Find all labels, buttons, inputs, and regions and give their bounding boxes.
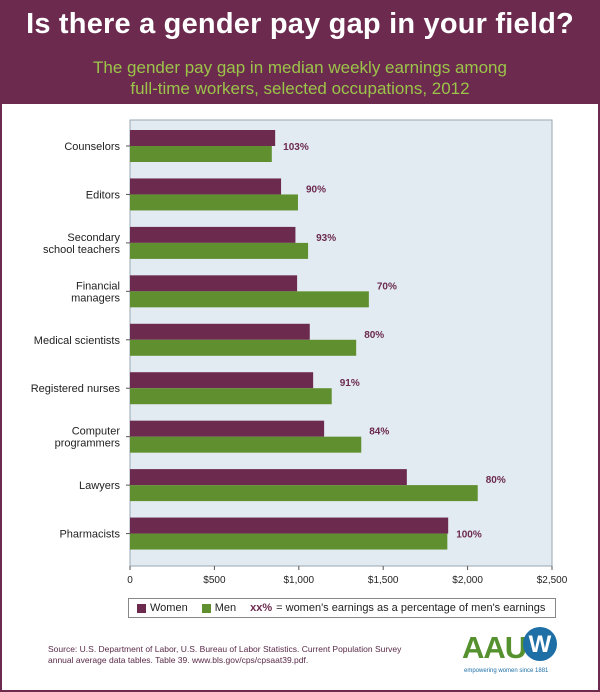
percent-label-1: 90% [306, 184, 326, 195]
category-label-0-0: Counselors [64, 141, 120, 153]
bar-women-8 [130, 517, 449, 534]
source-note: Source: U.S. Department of Labor, U.S. B… [48, 644, 418, 666]
bar-women-7 [130, 469, 407, 486]
header-banner: Is there a gender pay gap in your field?… [2, 2, 598, 104]
bar-men-3 [130, 291, 369, 308]
category-label-3-1: managers [71, 292, 120, 304]
bar-women-6 [130, 420, 325, 437]
women-swatch [137, 603, 146, 613]
bar-men-6 [130, 436, 362, 453]
logo-tagline: empowering women since 1881 [464, 668, 549, 674]
category-label-1-0: Editors [86, 189, 121, 201]
percent-label-4: 80% [364, 330, 384, 341]
category-label-2-0: Secondary [67, 232, 120, 244]
category-label-5-0: Registered nurses [31, 383, 121, 395]
legend-note-key: xx% [250, 602, 273, 614]
x-tick-label-2: $1,000 [284, 575, 315, 586]
category-label-3-0: Financial [76, 280, 120, 292]
subtitle-line-2: full-time workers, selected occupations,… [130, 79, 470, 98]
percent-label-5: 91% [340, 378, 360, 389]
percent-label-6: 84% [369, 427, 389, 438]
bar-men-1 [130, 194, 298, 211]
source-line-2: annual average data tables. Table 39. ww… [48, 655, 309, 665]
bar-women-5 [130, 372, 314, 389]
category-label-6-1: programmers [55, 438, 121, 450]
bar-men-2 [130, 242, 309, 259]
aauw-logo: AAU W empowering women since 1881 [462, 627, 560, 680]
bar-women-0 [130, 130, 276, 146]
logo-text: AAU [462, 630, 527, 665]
bar-women-4 [130, 323, 310, 340]
bar-chart: 103% Counselors 90% Editors 93% Secondaryscho… [31, 119, 568, 586]
category-label-7-0: Lawyers [79, 480, 120, 492]
category-label-6-0: Computer [72, 426, 121, 438]
percent-label-3: 70% [377, 281, 397, 292]
bar-men-0 [130, 146, 272, 162]
bar-women-2 [130, 226, 296, 243]
bar-women-1 [130, 178, 282, 195]
category-label-4-0: Medical scientists [34, 335, 121, 347]
x-tick-label-4: $2,000 [452, 575, 483, 586]
x-tick-label-0: 0 [127, 575, 133, 586]
legend-women-label: Women [150, 602, 188, 614]
percent-label-2: 93% [316, 233, 336, 244]
bar-men-5 [130, 388, 332, 405]
bar-men-4 [130, 339, 357, 356]
category-label-2-1: school teachers [43, 244, 121, 256]
percent-label-8: 100% [456, 530, 482, 541]
legend-note-text: = women's earnings as a percentage of me… [276, 602, 546, 614]
bar-men-8 [130, 533, 448, 550]
source-line-1: Source: U.S. Department of Labor, U.S. B… [48, 644, 402, 654]
chart-subtitle: The gender pay gap in median weekly earn… [2, 57, 598, 99]
percent-label-7: 80% [486, 475, 506, 486]
legend-men-label: Men [214, 602, 237, 614]
category-label-8-0: Pharmacists [59, 529, 120, 541]
chart-title: Is there a gender pay gap in your field? [26, 8, 574, 40]
legend-item-men: Men [201, 602, 237, 614]
bar-women-3 [130, 275, 298, 292]
x-tick-label-3: $1,500 [368, 575, 399, 586]
subtitle-line-1: The gender pay gap in median weekly earn… [93, 58, 507, 77]
x-tick-label-5: $2,500 [537, 575, 568, 586]
x-tick-label-1: $500 [203, 575, 226, 586]
legend-item-women: Women [137, 602, 188, 614]
logo-w-circle: W [523, 627, 557, 661]
men-swatch [201, 603, 211, 613]
percent-label-0: 103% [283, 142, 309, 153]
bar-men-7 [130, 485, 478, 502]
legend: Women Men xx% = women's earnings as a pe… [128, 598, 556, 618]
